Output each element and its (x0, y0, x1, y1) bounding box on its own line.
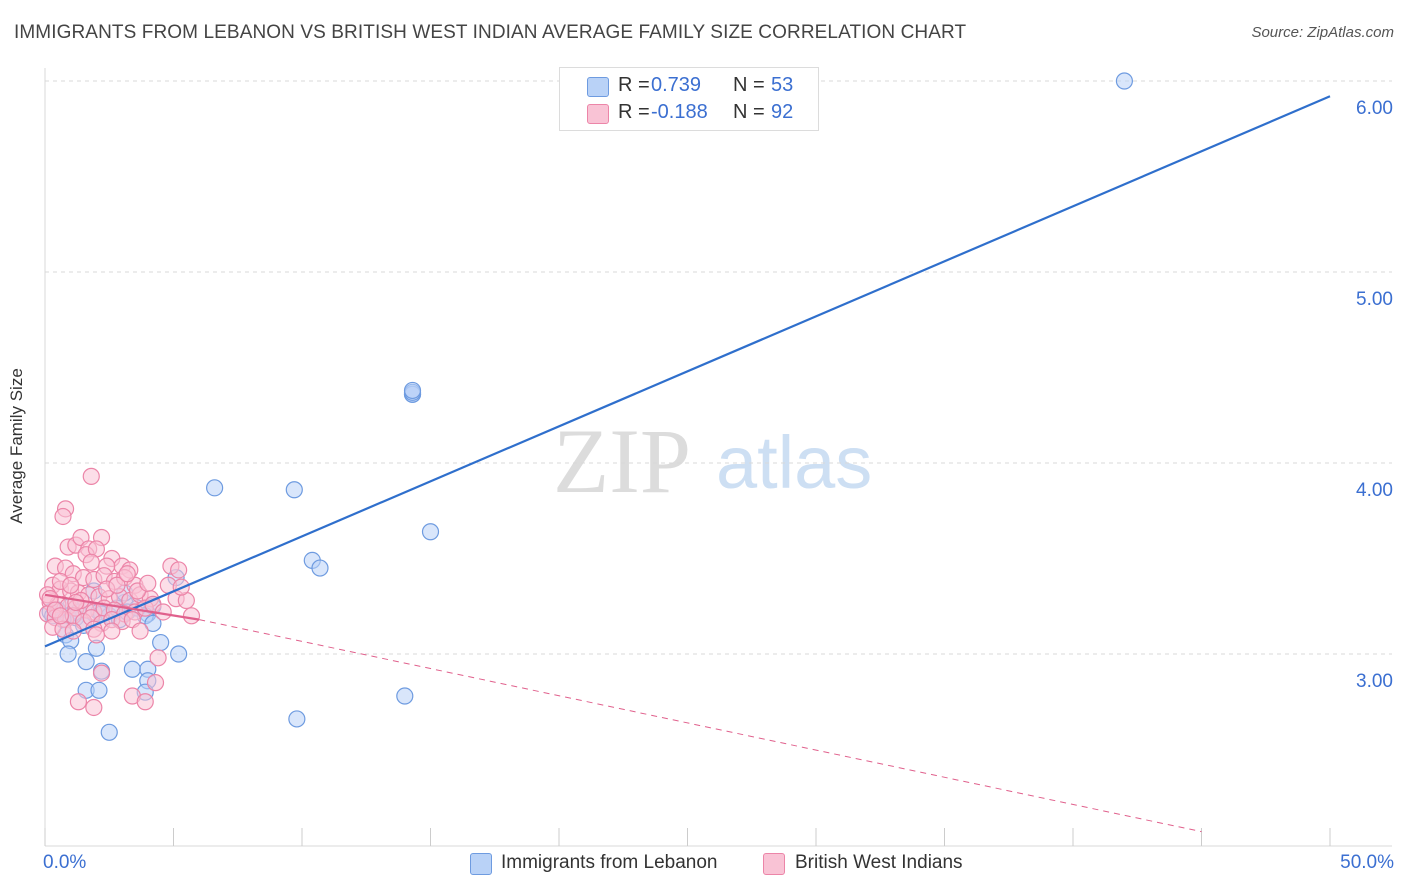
lebanon-point (288, 710, 306, 728)
lebanon-point (403, 381, 422, 400)
bwi-point (139, 574, 157, 592)
lebanon-point (100, 723, 118, 741)
x-tick-label-max: 50.0% (1340, 852, 1394, 873)
legend-r-value: 0.739 (651, 74, 702, 96)
bwi-trend-line (44, 593, 200, 621)
lebanon-point (396, 687, 414, 705)
legend-r-value: -0.188 (651, 101, 708, 123)
bwi-point (82, 467, 100, 485)
lebanon-point (144, 614, 162, 633)
legend-r-label: R = (618, 74, 650, 96)
y-axis-label-wrap: Average Family Size (7, 368, 27, 535)
bottom-legend-bwi: British West Indians (795, 852, 963, 873)
legend-row-bwi: R = -0.188 N = 92 (560, 100, 818, 128)
chart-title: IMMIGRANTS FROM LEBANON VS BRITISH WEST … (14, 22, 967, 43)
lebanon-trend-line (44, 95, 1331, 648)
legend-r-label: R = (618, 101, 650, 123)
lebanon-point (77, 653, 95, 671)
lebanon-point (152, 633, 170, 652)
lebanon-point (421, 523, 440, 541)
bwi-point (136, 693, 154, 711)
lebanon-point (285, 481, 303, 499)
watermark-zip: ZIP (553, 410, 691, 512)
y-axis-label: Average Family Size (7, 368, 26, 524)
bwi-point (103, 622, 121, 640)
bwi-point (131, 622, 149, 640)
bwi-point (62, 576, 80, 594)
lebanon-point (1115, 72, 1134, 90)
bwi-point (149, 649, 167, 667)
bwi-point (85, 698, 103, 717)
y-tick-label: 6.00 (1356, 98, 1393, 119)
lebanon-point (311, 559, 329, 577)
x-tick-label-min: 0.0% (43, 852, 87, 873)
bwi-point (108, 576, 126, 594)
lebanon-point (90, 681, 108, 699)
bwi-point (51, 607, 70, 625)
legend-n-value: 92 (771, 101, 794, 123)
legend-n-label: N = (733, 101, 765, 123)
bwi-point (54, 507, 72, 526)
y-tick-label: 3.00 (1356, 671, 1393, 692)
bwi-point (182, 607, 201, 625)
legend-swatch-pink (587, 104, 609, 124)
legend-row-lebanon: R = 0.739 N = 53 (560, 73, 818, 101)
bwi-point (92, 664, 111, 682)
lebanon-point (123, 660, 141, 678)
bwi-point (87, 626, 106, 644)
bottom-legend-swatch-pink (763, 853, 785, 875)
source-label: Source: ZipAtlas.com (1251, 24, 1394, 41)
bwi-point (118, 565, 136, 583)
y-tick-label: 5.00 (1356, 289, 1393, 310)
bwi-point (67, 593, 85, 612)
bwi-point (69, 693, 88, 711)
correlation-legend: R = 0.739 N = 53 R = -0.188 N = 92 (559, 67, 819, 131)
bottom-legend-lebanon: Immigrants from Lebanon (501, 852, 718, 873)
bottom-legend-swatch-blue (470, 853, 492, 875)
legend-n-value: 53 (771, 74, 794, 96)
y-tick-label: 4.00 (1356, 480, 1393, 501)
bwi-point (82, 553, 100, 571)
lebanon-point (206, 479, 224, 497)
bwi-point (146, 674, 165, 692)
legend-n-label: N = (733, 74, 765, 96)
lebanon-point (170, 645, 188, 663)
lebanon-point (59, 645, 77, 663)
legend-swatch-blue (587, 77, 609, 97)
bwi-trend-line-extended (199, 619, 1202, 833)
bwi-point (170, 561, 188, 579)
